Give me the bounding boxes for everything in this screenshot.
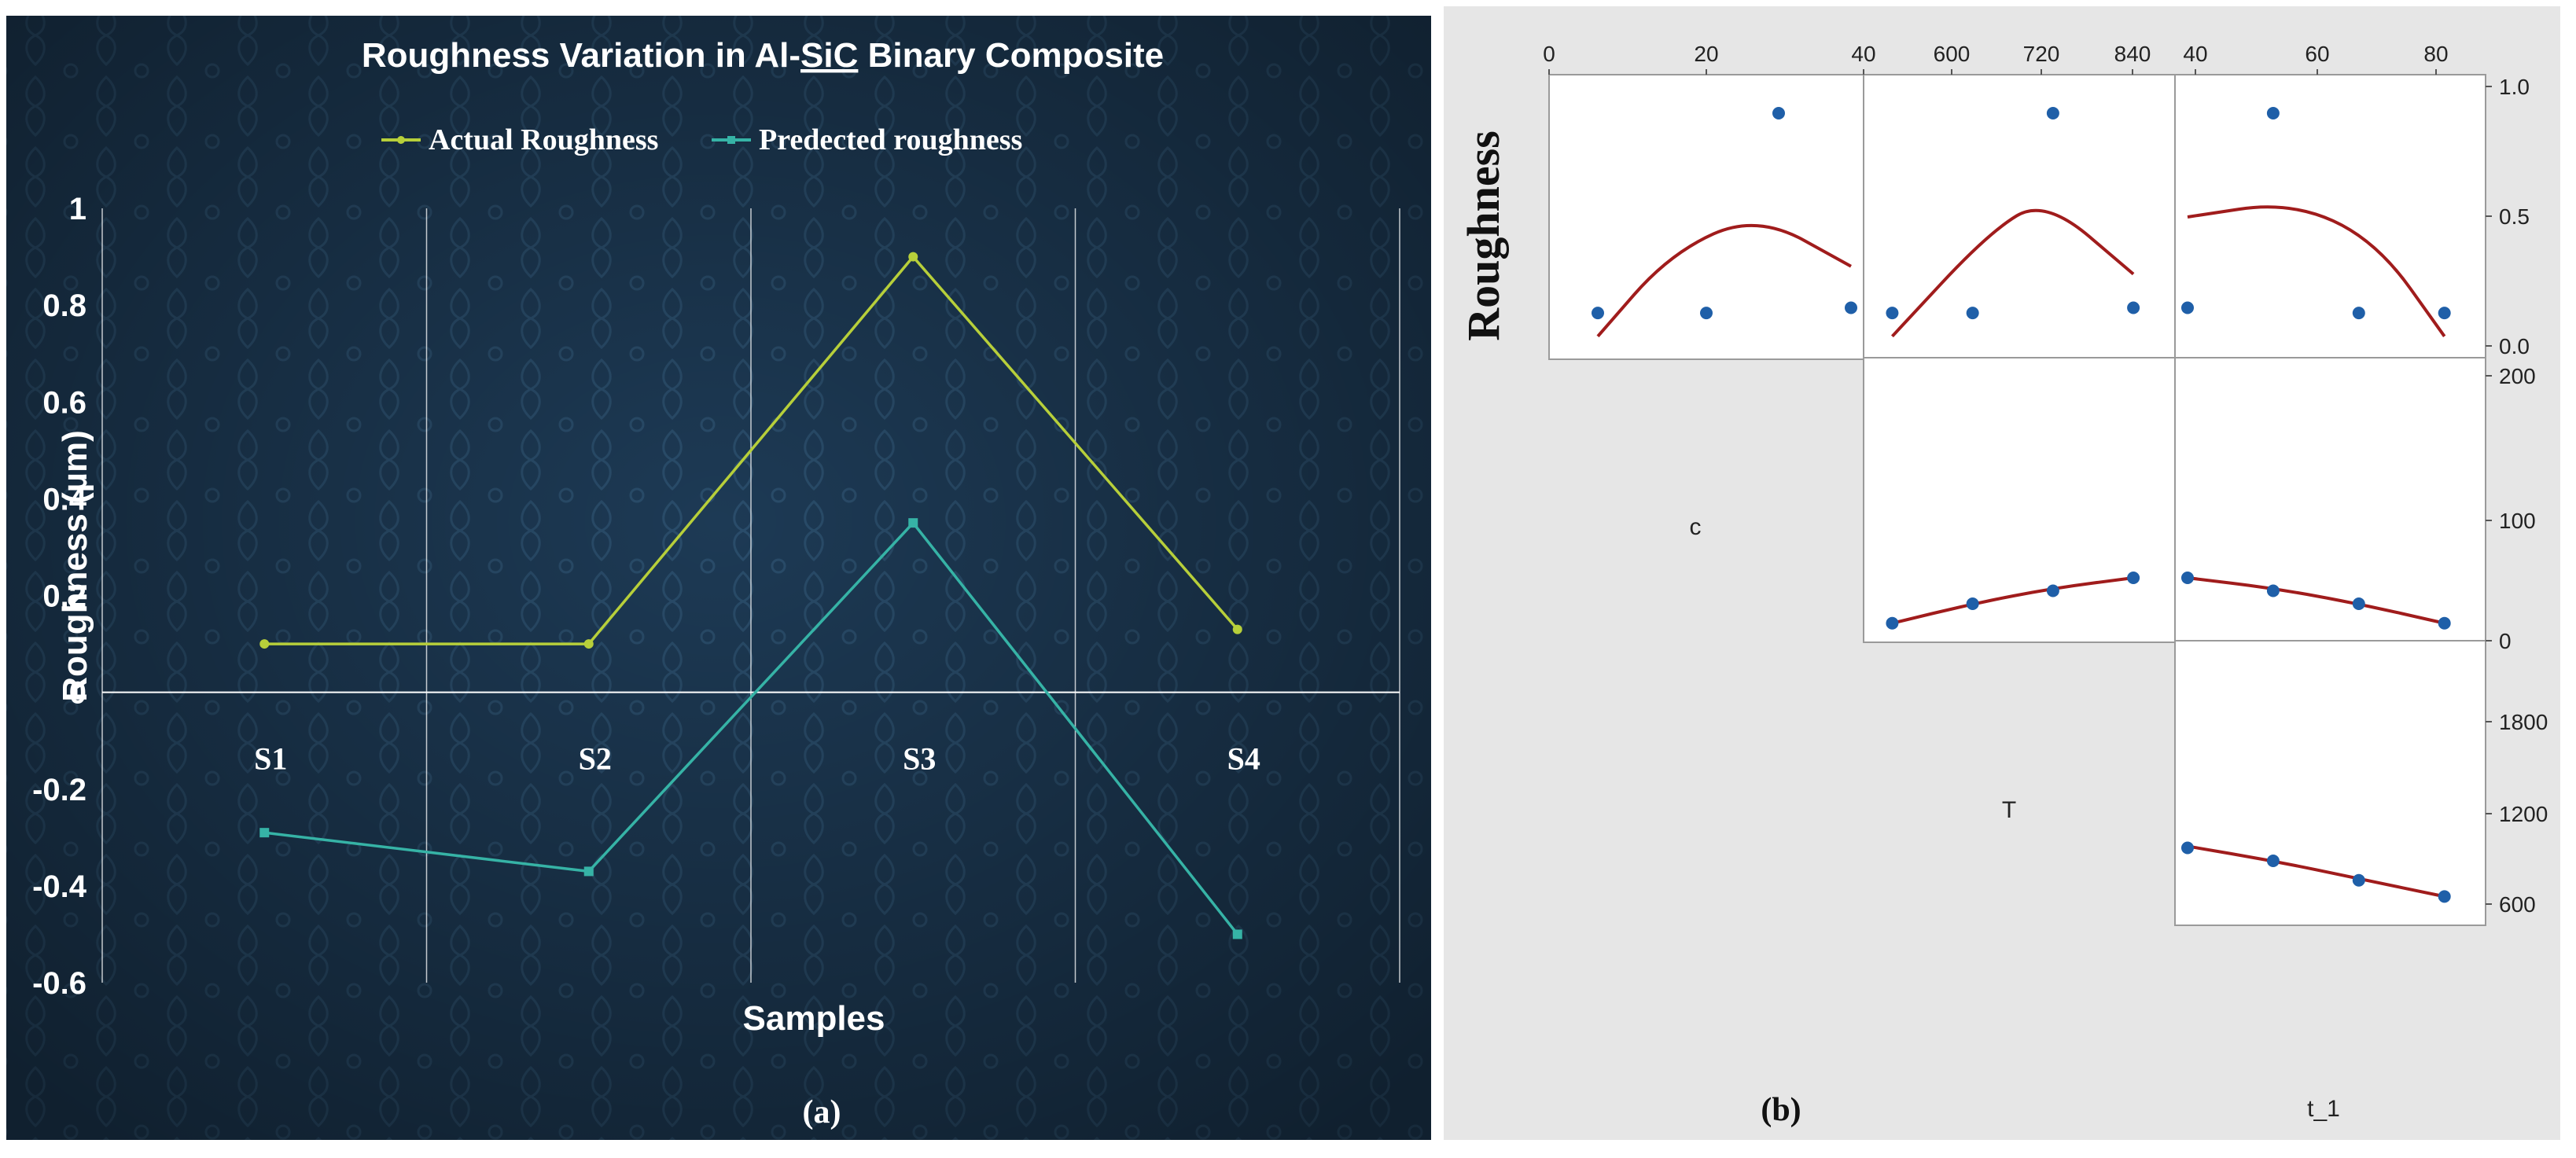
top-axis-tick-label: 40: [1851, 42, 1875, 66]
scatter-point: [2438, 890, 2451, 903]
scatter-point: [2352, 597, 2365, 610]
scatter-point: [1700, 307, 1713, 320]
right-axis-tick-label: 600: [2499, 892, 2536, 917]
right-axis-tick-label: 0: [2499, 629, 2512, 653]
fit-curve: [1891, 576, 2134, 625]
scatter-point: [1886, 616, 1899, 630]
scatter-point: [2127, 301, 2140, 314]
top-axis-tick-label: 720: [2023, 42, 2060, 66]
panel-a-caption: (a): [803, 1094, 841, 1130]
series-line-actual: [264, 254, 1239, 645]
scatter-point: [2046, 107, 2059, 119]
y-axis-label: Roughness (µm): [56, 430, 94, 702]
scatter-point: [2127, 572, 2140, 584]
data-point-actual: [908, 252, 918, 262]
matrix-cell: [1863, 357, 2179, 643]
scatter-point: [1592, 307, 1604, 320]
scatter-point: [2266, 107, 2280, 119]
right-axis-tick-label: 1.0: [2499, 75, 2530, 99]
right-axis-tick-label: 1200: [2499, 802, 2548, 826]
scatter-point: [2046, 584, 2059, 597]
top-axis-tick-label: 600: [1934, 42, 1971, 66]
scatter-point: [2266, 855, 2280, 867]
x-category-label: S1: [254, 741, 287, 777]
right-axis-tick-label: 0.5: [2499, 204, 2530, 229]
data-point-predicted: [583, 866, 594, 877]
x-category-label: S4: [1227, 741, 1260, 777]
fit-curve: [1596, 223, 1852, 338]
scatter-point: [2181, 841, 2194, 855]
panel-b-matrix-plot: Roughness c T t_1 0 20 40 600 720 840 40 60 80 1.…: [1444, 0, 2576, 1158]
matrix-panels: 0 20 40 600 720 840 40 60 80 1.0 0.5 0.0 200 100 0 1800…: [1543, 42, 2548, 926]
y-tick-label: 0.8: [42, 289, 86, 323]
panel-a-line-chart: Roughness Variation in Al-SiC Binary Com…: [6, 16, 1431, 1140]
y-tick-label: -0.2: [32, 773, 86, 807]
variable-label-T: T: [2002, 797, 2016, 823]
scatter-point: [1886, 307, 1899, 320]
matrix-cell: [2174, 640, 2486, 926]
x-axis-label: Samples: [743, 999, 885, 1038]
top-axis-tick-label: 840: [2114, 42, 2151, 66]
right-axis-tick-label: 1800: [2499, 710, 2548, 734]
y-tick-label: 0.4: [42, 482, 86, 517]
plot-area: 1 0.8 0.6 0.4 0.2 0 -0.2 -0.4 -0.6 S1 S2 S3 S4: [32, 192, 1400, 1001]
top-axis-tick-label: 60: [2305, 42, 2329, 66]
scatter-point: [2438, 307, 2451, 320]
y-tick-label: 1: [69, 192, 86, 226]
x-category-label: S3: [903, 741, 936, 777]
variable-label-c: c: [1690, 514, 1702, 540]
scatter-point: [2352, 307, 2365, 320]
data-point-predicted: [259, 828, 270, 838]
variable-label-t1: t_1: [2307, 1096, 2340, 1122]
fit-curve: [2187, 205, 2446, 337]
x-category-label: S2: [579, 741, 612, 777]
legend-marker-predicted: [727, 136, 735, 144]
series-line-predicted: [264, 520, 1239, 936]
right-axis-tick-label: 100: [2499, 509, 2536, 533]
scatter-point: [2181, 301, 2194, 314]
right-axis-tick-label: 0.0: [2499, 334, 2530, 358]
y-tick-label: -0.6: [32, 966, 86, 1001]
matrix-cell: [2174, 357, 2486, 643]
scatter-point: [1845, 301, 1857, 314]
top-axis-tick-label: 40: [2183, 42, 2207, 66]
scatter-point: [1966, 307, 1979, 320]
response-label: Roughness: [1458, 131, 1509, 341]
chart-title: Roughness Variation in Al-SiC Binary Com…: [362, 36, 1164, 75]
top-axis-tick-label: 80: [2423, 42, 2448, 66]
data-point-actual: [1232, 624, 1242, 634]
chart-background-vignette: [6, 16, 1431, 1140]
y-tick-label: 0.6: [42, 385, 86, 420]
y-tick-label: -0.4: [32, 869, 87, 904]
fit-curve: [2187, 576, 2445, 625]
legend-label-predicted: Predected roughness: [759, 123, 1022, 156]
scatter-point: [2438, 616, 2451, 630]
fit-curve: [2187, 844, 2445, 899]
legend-marker-actual: [397, 136, 405, 144]
top-axis-tick-label: 20: [1694, 42, 1718, 66]
top-axis-tick-label: 0: [1543, 42, 1555, 66]
right-axis-tick-label: 200: [2499, 364, 2536, 388]
legend-label-actual: Actual Roughness: [429, 123, 658, 156]
scatter-point: [2352, 873, 2365, 887]
legend: Actual Roughness Predected roughness: [381, 123, 1022, 156]
data-point-predicted: [908, 518, 918, 528]
scatter-point: [1772, 107, 1785, 119]
data-point-predicted: [1232, 929, 1242, 939]
panel-b-caption: (b): [1761, 1092, 1801, 1128]
scatter-point: [2181, 572, 2194, 584]
data-point-actual: [259, 639, 270, 649]
y-tick-label: 0.2: [42, 579, 86, 614]
roughness-variation-chart: Roughness Variation in Al-SiC Binary Com…: [6, 16, 1431, 1140]
fit-curve: [1890, 208, 2135, 338]
matrix-plot: Roughness c T t_1 0 20 40 600 720 840 40 60 80 1.…: [1444, 6, 2560, 1140]
scatter-point: [1966, 597, 1979, 610]
y-tick-label: 0: [69, 676, 86, 711]
scatter-point: [2266, 584, 2280, 597]
matrix-cell: [2174, 74, 2486, 360]
data-point-actual: [583, 639, 594, 649]
